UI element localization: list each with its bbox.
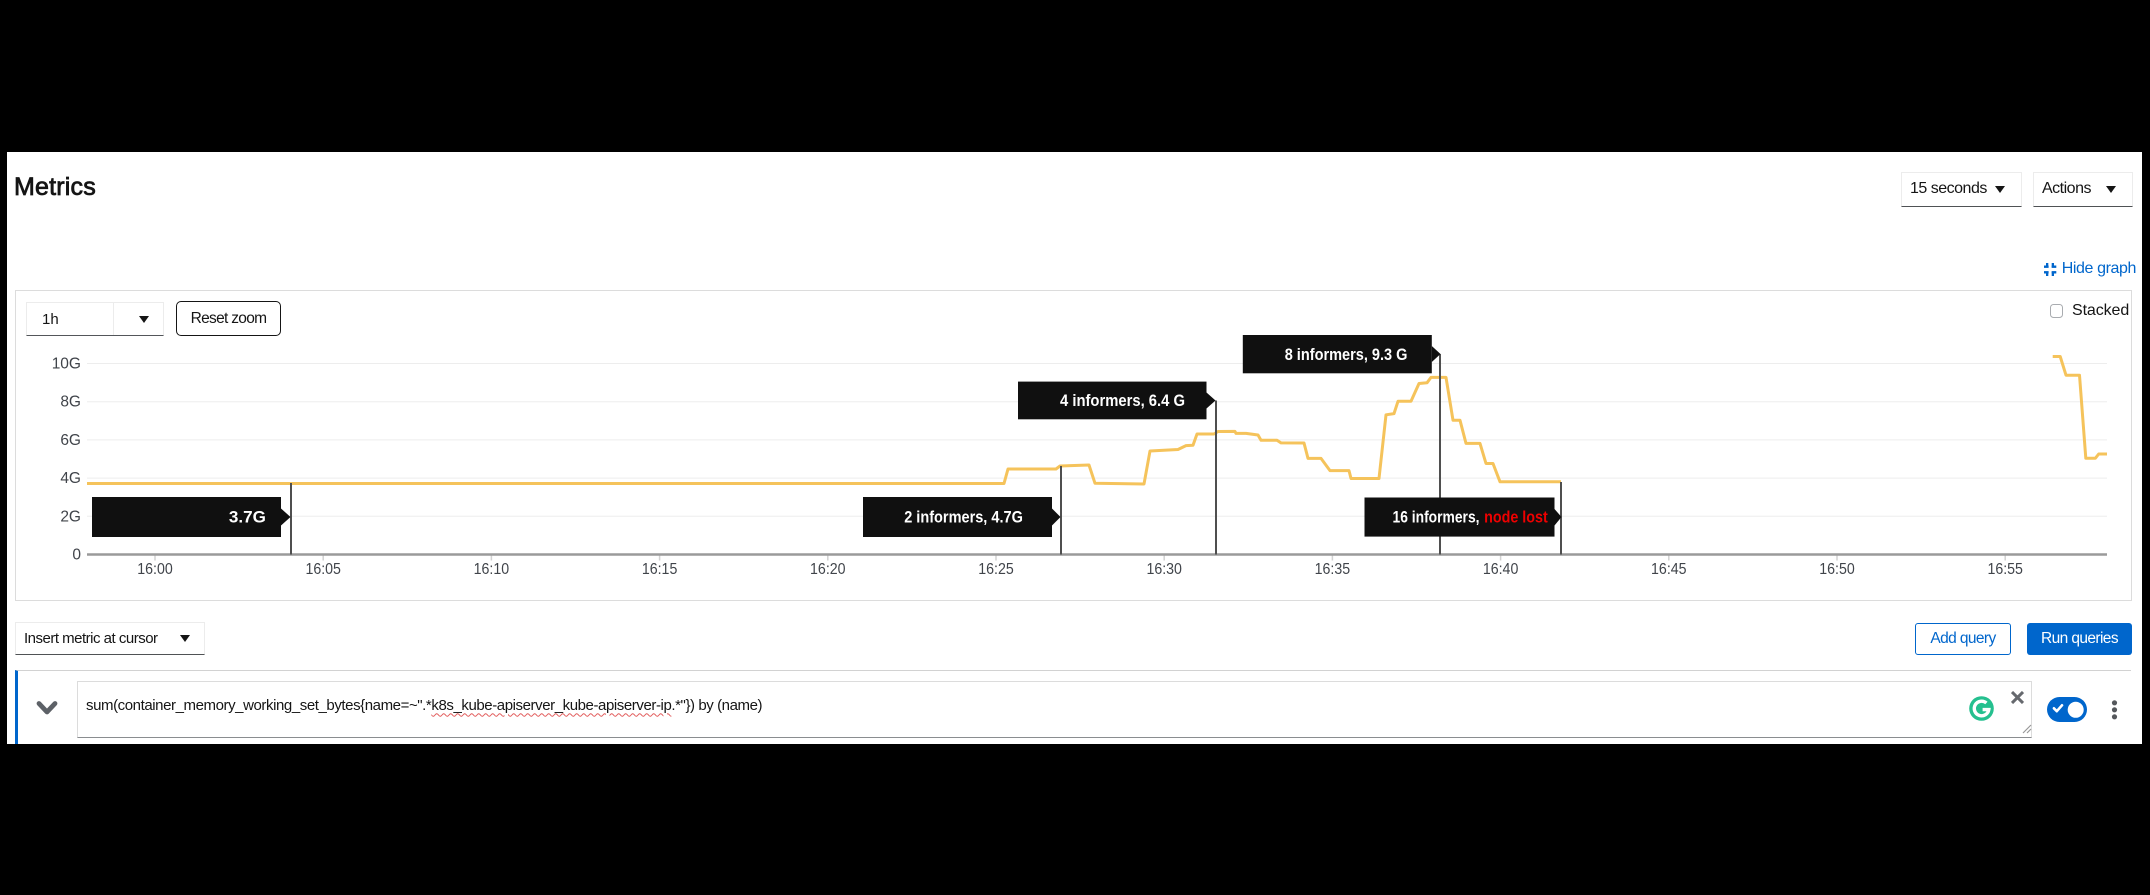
svg-text:16:45: 16:45 [1651, 561, 1687, 578]
svg-text:16 informers,node lost: 16 informers, node lost [1393, 509, 1549, 527]
svg-text:16:25: 16:25 [978, 561, 1014, 578]
svg-text:8 informers, 9.3 G: 8 informers, 9.3 G [1285, 346, 1408, 364]
svg-text:16:30: 16:30 [1146, 561, 1182, 578]
svg-text:16:50: 16:50 [1819, 561, 1855, 578]
svg-text:4 informers, 6.4 G: 4 informers, 6.4 G [1060, 392, 1185, 410]
svg-text:2 informers, 4.7G: 2 informers, 4.7G [904, 509, 1023, 527]
svg-text:4G: 4G [60, 470, 81, 487]
svg-text:16:10: 16:10 [474, 561, 510, 578]
svg-text:0: 0 [72, 547, 81, 564]
svg-text:16:35: 16:35 [1315, 561, 1351, 578]
svg-text:16:40: 16:40 [1483, 561, 1519, 578]
svg-text:10G: 10G [52, 356, 81, 373]
svg-text:16:20: 16:20 [810, 561, 846, 578]
svg-text:16:00: 16:00 [137, 561, 173, 578]
svg-text:6G: 6G [60, 432, 81, 449]
svg-text:8G: 8G [60, 394, 81, 411]
svg-text:3.7G: 3.7G [229, 509, 266, 527]
svg-text:2G: 2G [60, 508, 81, 525]
svg-text:16:15: 16:15 [642, 561, 678, 578]
svg-text:16:55: 16:55 [1987, 561, 2023, 578]
svg-text:16:05: 16:05 [305, 561, 341, 578]
